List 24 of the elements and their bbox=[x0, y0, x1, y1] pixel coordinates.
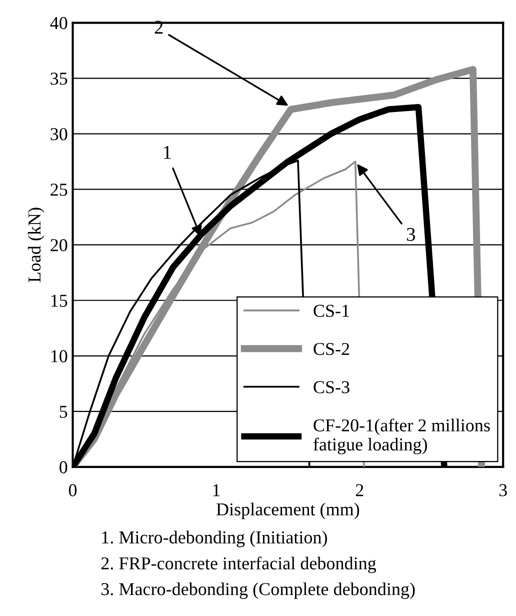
text: 3. Macro-debonding (Complete debonding) bbox=[101, 582, 415, 599]
x-tick-label: 3 bbox=[499, 484, 507, 496]
y-axis-title: Load (kN) bbox=[28, 208, 44, 282]
y-tick-label: 35 bbox=[50, 72, 68, 85]
text: 2. FRP-concrete interfacial debonding bbox=[101, 556, 376, 574]
x-tick-label: 0 bbox=[68, 484, 77, 496]
annotation: 1 bbox=[164, 146, 171, 159]
y-tick-label: 5 bbox=[60, 406, 68, 418]
legend-label: CF-20-1(after 2 millions fatigue loading) bbox=[313, 418, 490, 454]
legend-label: CS-2 bbox=[314, 342, 350, 356]
y-tick-label: 30 bbox=[50, 128, 68, 140]
y-tick-label: 0 bbox=[60, 461, 68, 474]
y-tick-label: 40 bbox=[50, 17, 68, 30]
x-tick-label: 1 bbox=[213, 484, 220, 496]
y-tick-label: 25 bbox=[50, 184, 68, 196]
x-axis-title: Displacement (mm) bbox=[216, 502, 360, 520]
y-tick-label: 15 bbox=[51, 294, 68, 307]
legend-label: CS-1 bbox=[314, 304, 349, 317]
y-tick-label: 20 bbox=[50, 239, 68, 252]
text: 1. Micro-debonding (Initiation) bbox=[102, 530, 327, 548]
x-tick-label: 2 bbox=[356, 484, 364, 496]
annotation: 3 bbox=[406, 228, 416, 241]
y-tick-label: 10 bbox=[51, 350, 68, 362]
legend-label: CS-3 bbox=[314, 381, 350, 394]
